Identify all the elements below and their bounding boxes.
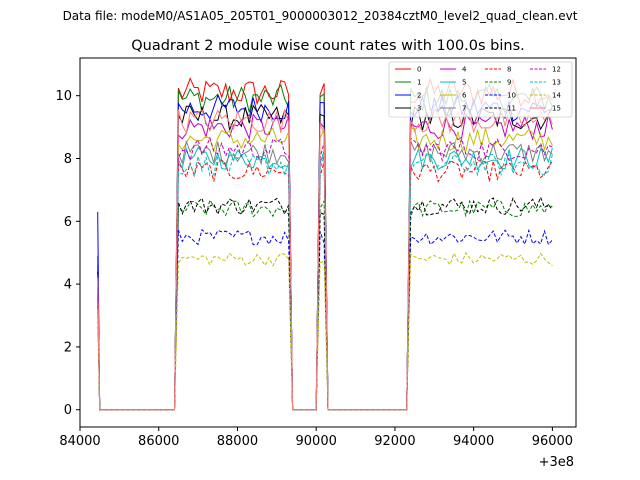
- legend-label-10: 10: [507, 92, 516, 100]
- chart-title: Quadrant 2 module wise count rates with …: [131, 38, 525, 54]
- series-line-10: [97, 228, 553, 411]
- legend-box: [388, 61, 573, 118]
- legend-label-3: 3: [417, 105, 421, 113]
- legend-label-15: 15: [552, 105, 561, 113]
- x-tick-label: 94000: [453, 434, 494, 449]
- y-tick-label: 10: [55, 89, 72, 104]
- x-tick-label: 84000: [59, 434, 100, 449]
- legend-label-2: 2: [417, 92, 421, 100]
- legend-label-0: 0: [417, 66, 421, 74]
- x-axis: 84000 86000 88000 90000 92000 94000 96000: [59, 427, 573, 449]
- legend-label-13: 13: [552, 79, 561, 87]
- legend-label-9: 9: [507, 79, 511, 87]
- series-line-14: [97, 251, 553, 411]
- y-axis: 0 2 4 6 8 10: [55, 89, 80, 418]
- x-tick-label: 86000: [138, 434, 179, 449]
- legend-label-11: 11: [507, 105, 516, 113]
- y-tick-label: 8: [64, 152, 72, 167]
- plot-lines: [97, 77, 553, 411]
- y-tick-label: 0: [64, 403, 72, 418]
- figure-suptitle: Data file: modeM0/AS1A05_205T01_90000030…: [63, 9, 578, 23]
- y-tick-label: 2: [64, 340, 72, 355]
- y-tick-label: 4: [64, 278, 72, 293]
- legend-label-5: 5: [462, 79, 466, 87]
- legend-label-6: 6: [462, 92, 467, 100]
- legend-label-7: 7: [462, 105, 466, 113]
- series-line-15: [97, 107, 553, 411]
- legend-label-4: 4: [462, 66, 467, 74]
- y-tick-label: 6: [64, 215, 72, 230]
- axes-frame: [79, 57, 577, 428]
- x-tick-label: 88000: [217, 434, 258, 449]
- legend-label-1: 1: [417, 79, 421, 87]
- legend-label-12: 12: [552, 66, 561, 74]
- legend-label-14: 14: [552, 92, 561, 100]
- x-tick-label: 92000: [374, 434, 415, 449]
- x-tick-label: 90000: [296, 434, 337, 449]
- x-tick-label: 96000: [532, 434, 573, 449]
- legend-label-8: 8: [507, 66, 511, 74]
- x-offset-label: +3e8: [539, 455, 574, 470]
